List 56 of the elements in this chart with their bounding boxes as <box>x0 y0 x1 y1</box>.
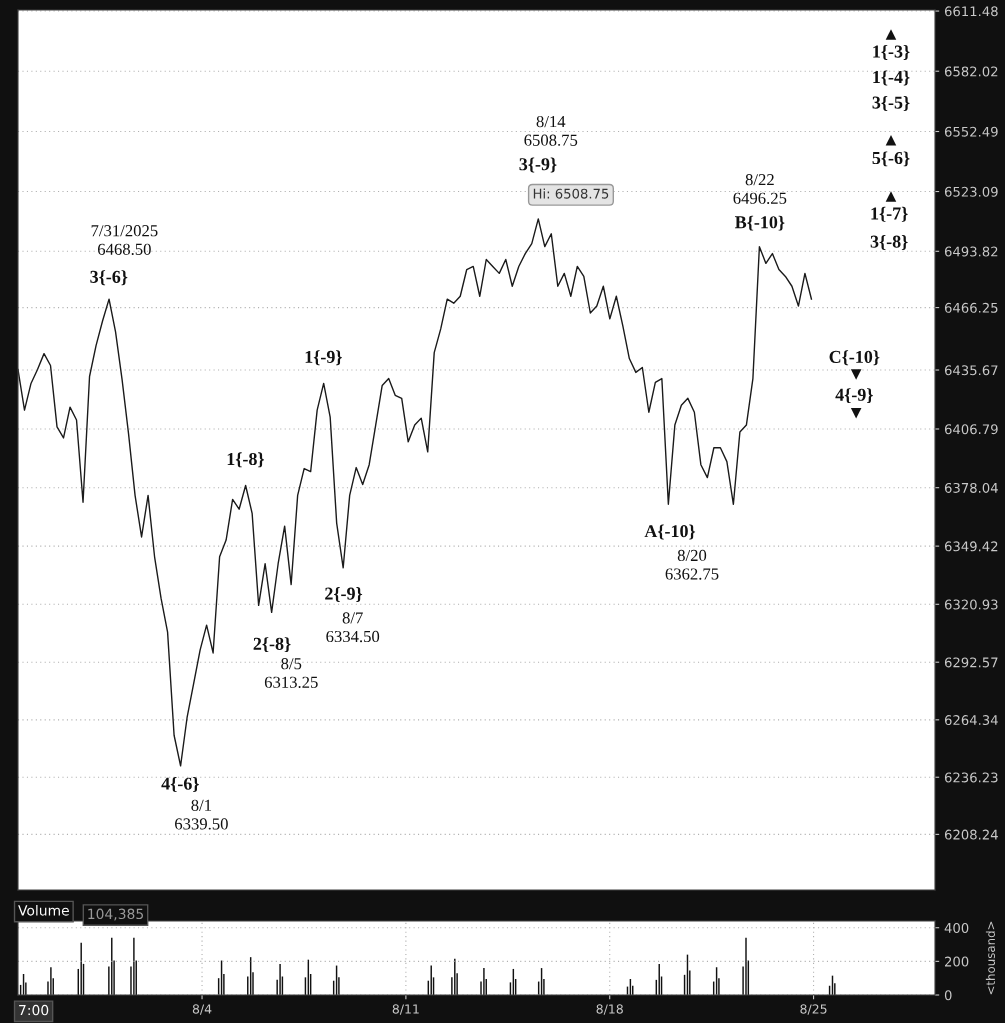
annotation: 8/14 6508.75 <box>524 115 578 146</box>
y-axis-title: <thousand> <box>985 921 996 995</box>
y-tick-label: 6208.24 <box>944 829 998 840</box>
x-tick-label: 8/25 <box>800 1004 827 1015</box>
y-tick-label: 6378.04 <box>944 482 998 493</box>
y-tick-label: 6523.09 <box>944 186 998 197</box>
y-tick-label: 6493.82 <box>944 246 998 257</box>
x-tick-label: 8/11 <box>392 1004 419 1015</box>
y-tick-label: 6582.02 <box>944 66 998 77</box>
annotation: 4{-6} <box>161 777 199 793</box>
annotation: ▲ <box>885 29 897 40</box>
annotation: 5{-6} <box>872 151 910 167</box>
annotation: 4{-9} <box>835 388 873 404</box>
chart-title: Volume <box>18 904 69 916</box>
annotation: 2{-9} <box>325 587 363 602</box>
y-tick-label: 400 <box>944 922 969 933</box>
annotation: 1{-9} <box>305 350 342 366</box>
annotation: 8/7 6334.50 <box>326 612 380 643</box>
annotation: ▼ <box>850 407 862 419</box>
annotation: 3{-5} <box>872 95 910 111</box>
y-tick-label: 6552.49 <box>944 126 998 137</box>
y-tick-label: 6236.23 <box>944 772 998 783</box>
text: 7:00 <box>19 1004 49 1016</box>
annotation: C{-10} <box>829 350 880 366</box>
y-tick-label: 200 <box>944 956 969 967</box>
annotation: 3{-9} <box>519 157 557 173</box>
x-tick-label: 8/4 <box>192 1004 212 1015</box>
y-tick-label: 6320.93 <box>944 599 998 610</box>
y-tick-label: 6466.25 <box>944 302 998 313</box>
annotation: 3{-6} <box>90 270 128 286</box>
annotation: A{-10} <box>644 524 696 540</box>
y-tick-label: 6435.67 <box>944 365 998 376</box>
annotation: 8/20 6362.75 <box>665 549 719 580</box>
annotation: 1{-8} <box>227 452 264 468</box>
annotation: 8/1 6339.50 <box>175 799 228 830</box>
annotation: 2{-8} <box>253 637 291 653</box>
annotation: 3{-8} <box>870 235 908 250</box>
y-tick-label: 6406.79 <box>944 424 998 435</box>
annotation: 8/22 6496.25 <box>733 174 787 204</box>
annotation: Hi: 6508.75 <box>533 188 609 199</box>
annotation: ▲ <box>885 134 897 146</box>
y-tick-label: 6349.42 <box>944 541 998 552</box>
annotation: 1{-4} <box>873 70 910 86</box>
annotation: 1{-3} <box>873 44 910 60</box>
annotation: 1{-7} <box>871 206 908 222</box>
y-tick-label: 0 <box>944 990 952 1001</box>
text: 104,385 <box>88 908 143 921</box>
y-tick-label: 6264.34 <box>944 715 998 726</box>
x-tick-label: 8/18 <box>596 1004 623 1015</box>
annotation: ▲ <box>885 191 897 202</box>
y-tick-label: 6611.48 <box>944 6 998 17</box>
annotation: B{-10} <box>734 215 785 231</box>
annotation: ▼ <box>850 369 862 380</box>
annotation: 8/5 6313.25 <box>264 658 318 688</box>
annotation: 7/31/2025 6468.50 <box>91 225 158 255</box>
y-tick-label: 6292.57 <box>944 657 998 668</box>
